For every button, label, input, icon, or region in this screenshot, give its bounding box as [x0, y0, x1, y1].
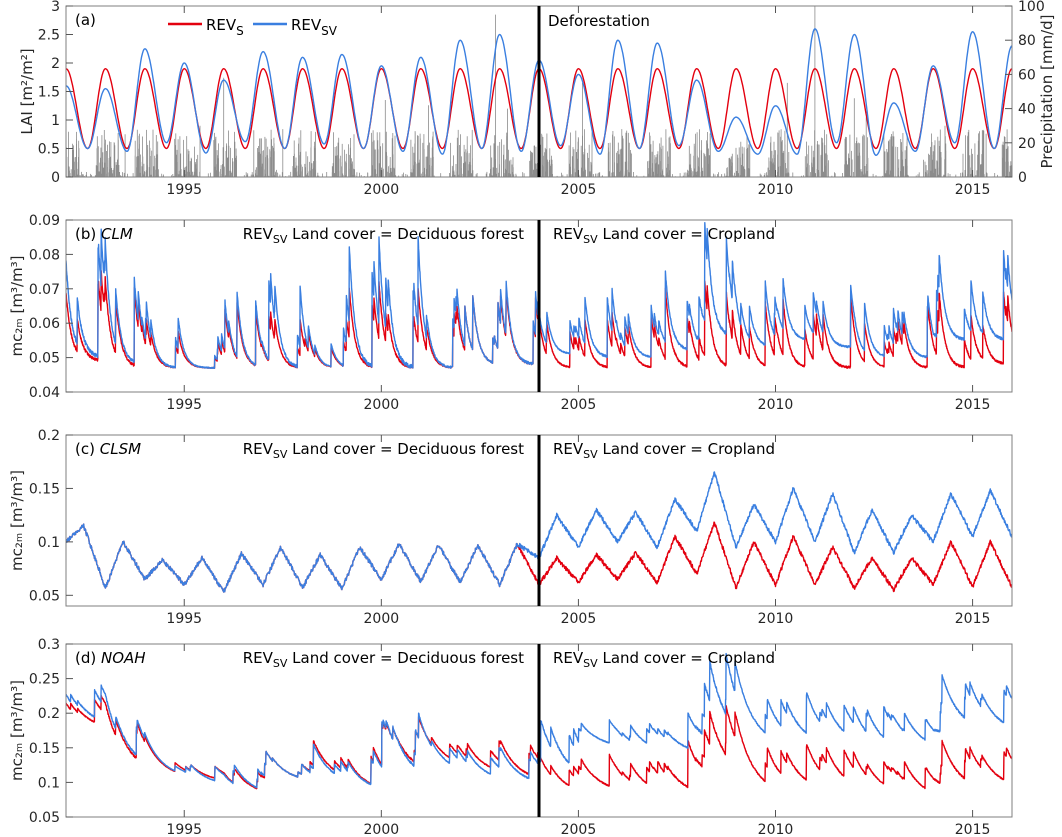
legend-item: REVS — [168, 16, 244, 38]
x-tick-label: 1995 — [166, 397, 202, 413]
panel-label: (b) CLM — [75, 225, 133, 243]
legend: REVS REVSV — [168, 16, 338, 38]
x-tick-label: 1995 — [166, 611, 202, 627]
y-tick-label: 2 — [51, 56, 60, 72]
y-tick-label: 0.08 — [29, 247, 60, 263]
y-tick-label: 2.5 — [38, 28, 60, 44]
y-tick-label: 0.25 — [29, 672, 60, 688]
y-tick-label: 3 — [51, 0, 60, 15]
panel-d: 1995 2000 2005 2010 2015 0.05 0.1 0.15 0.2 0.25 0.… — [8, 637, 1013, 837]
legend-label: REVSV — [291, 16, 338, 38]
panel-label: (a) — [75, 11, 96, 29]
y-tick-label: 0.04 — [29, 385, 60, 401]
x-tick-label: 2000 — [364, 182, 400, 198]
y-tick-label: 0.15 — [29, 481, 60, 497]
y-tick-label: 0.05 — [29, 588, 60, 604]
note-deciduous-forest: REVSV Land cover = Deciduous forest — [243, 440, 524, 461]
x-tick-label: 2010 — [758, 822, 794, 837]
y2-tick-label: 80 — [1018, 33, 1036, 49]
x-tick-label: 2015 — [955, 822, 991, 837]
y2-axis-label: Precipitation [mm/d] — [1038, 14, 1056, 168]
x-tick-label: 1995 — [166, 822, 202, 837]
x-tick-label: 2010 — [758, 397, 794, 413]
x-tick-label: 2015 — [955, 182, 991, 198]
panel-c: 1995 2000 2005 2010 2015 0.05 0.1 0.15 0.2 mc₂ₘ [… — [8, 428, 1013, 627]
y-tick-label: 0.05 — [29, 810, 60, 826]
y-tick-label: 0.05 — [29, 351, 60, 367]
panel-label: (d) NOAH — [75, 649, 146, 667]
y-tick-label: 1.5 — [38, 85, 60, 101]
x-tick-label: 1995 — [166, 182, 202, 198]
y2-tick-label: 60 — [1018, 67, 1036, 83]
y-tick-label: 0.15 — [29, 741, 60, 757]
y-axis-label: LAI [m²/m²] — [18, 48, 36, 134]
note-cropland: REVSV Land cover = Cropland — [553, 440, 775, 461]
x-tick-label: 2005 — [561, 822, 597, 837]
y-tick-label: 0.07 — [29, 282, 60, 298]
x-tick-label: 2000 — [364, 822, 400, 837]
y-axis-label: mc₂ₘ [m³/m³] — [8, 256, 26, 357]
y-tick-label: 1 — [51, 113, 60, 129]
y-tick-label: 0.5 — [38, 142, 60, 158]
y2-tick-label: 20 — [1018, 136, 1036, 152]
note-cropland: REVSV Land cover = Cropland — [553, 225, 775, 246]
note-deciduous-forest: REVSV Land cover = Deciduous forest — [243, 649, 524, 670]
y2-tick-label: 100 — [1018, 0, 1045, 15]
panel-a: 1995 2000 2005 2010 2015 0 0.5 1 1.5 2 2.5 3 LAI [m²… — [18, 0, 1056, 198]
x-tick-label: 2005 — [561, 611, 597, 627]
legend-item: REVSV — [253, 16, 338, 38]
x-tick-label: 2015 — [955, 611, 991, 627]
y-tick-label: 0.09 — [29, 213, 60, 229]
x-tick-label: 2010 — [758, 182, 794, 198]
panel-label: (c) CLSM — [75, 440, 141, 458]
x-tick-label: 2000 — [364, 397, 400, 413]
x-tick-label: 2005 — [561, 397, 597, 413]
y-tick-label: 0.2 — [38, 706, 60, 722]
x-tick-label: 2000 — [364, 611, 400, 627]
y2-tick-label: 40 — [1018, 102, 1036, 118]
y-axis-label: mc₂ₘ [m³/m³] — [8, 680, 26, 781]
note-deciduous-forest: REVSV Land cover = Deciduous forest — [243, 225, 524, 246]
deforestation-annotation: Deforestation — [548, 12, 650, 30]
note-cropland: REVSV Land cover = Cropland — [553, 649, 775, 670]
y-tick-label: 0.3 — [38, 637, 60, 653]
panel-b: 1995 2000 2005 2010 2015 0.04 0.05 0.06 0.07 0.08… — [8, 213, 1013, 413]
y-tick-label: 0.2 — [38, 428, 60, 444]
legend-label: REVS — [206, 16, 244, 38]
y-tick-label: 0.1 — [38, 775, 60, 791]
y2-tick-label: 0 — [1018, 170, 1027, 186]
y-axis-label: mc₂ₘ [m³/m³] — [8, 470, 26, 571]
y-tick-label: 0.1 — [38, 535, 60, 551]
x-tick-label: 2010 — [758, 611, 794, 627]
y-tick-label: 0.06 — [29, 316, 60, 332]
x-tick-label: 2015 — [955, 397, 991, 413]
y-tick-label: 0 — [51, 170, 60, 186]
x-tick-label: 2005 — [561, 182, 597, 198]
